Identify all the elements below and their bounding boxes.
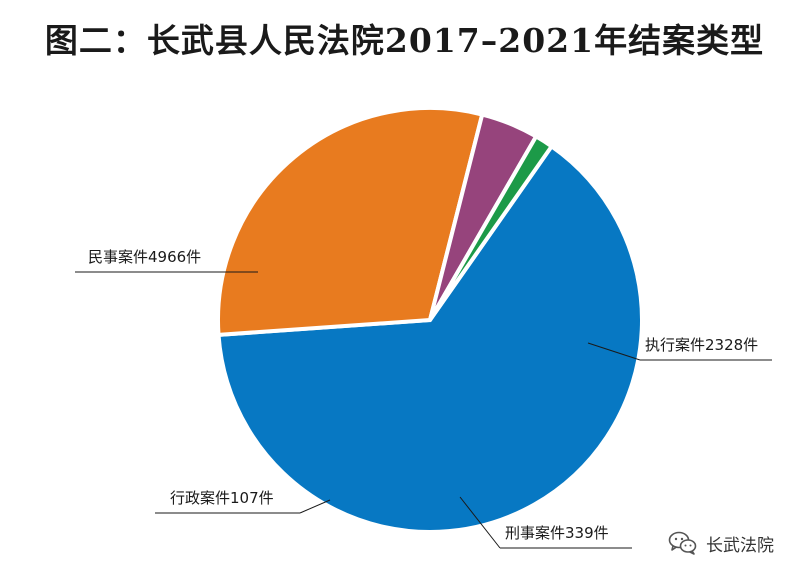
pie-slices xyxy=(216,106,644,534)
pie-slice-2 xyxy=(216,106,485,337)
wechat-icon xyxy=(668,531,697,555)
slice-label-1: 民事案件4966件 xyxy=(88,248,201,266)
pie-slice-4 xyxy=(428,134,554,322)
leader-line-4 xyxy=(299,499,331,514)
pie-slice-1 xyxy=(216,144,644,534)
slice-label-2: 执行案件2328件 xyxy=(645,336,758,354)
leader-line-3 xyxy=(459,496,501,549)
label-leader-lines xyxy=(75,271,772,549)
wechat-watermark: 长武法院 xyxy=(668,528,774,558)
leader-line-2 xyxy=(587,342,641,361)
chart-title: 图二：长武县人民法院2017–2021年结案类型 xyxy=(44,21,765,60)
slice-label-4: 行政案件107件 xyxy=(170,489,274,507)
watermark-text: 长武法院 xyxy=(706,535,774,556)
slice-label-3: 刑事案件339件 xyxy=(505,524,609,542)
